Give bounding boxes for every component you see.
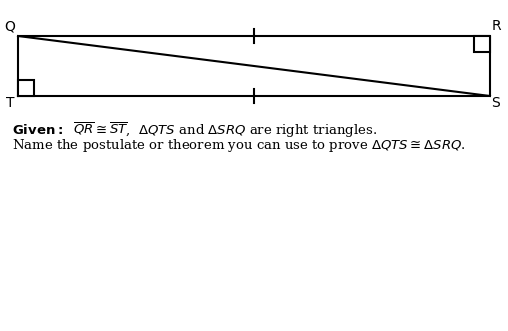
Text: $\mathbf{Given:}$  $\overline{QR}\cong\overline{ST}$,  $\Delta \mathbf{\mathit{Q: $\mathbf{Given:}$ $\overline{QR}\cong\ov…	[12, 121, 377, 140]
Text: T: T	[6, 96, 14, 110]
Bar	[474, 36, 490, 52]
Text: Name the postulate or theorem you can use to prove $\Delta \mathbf{\mathit{QTS}}: Name the postulate or theorem you can us…	[12, 137, 466, 154]
Text: R: R	[491, 19, 501, 33]
Text: Q: Q	[5, 19, 15, 33]
Bar	[18, 80, 34, 96]
Text: S: S	[492, 96, 500, 110]
